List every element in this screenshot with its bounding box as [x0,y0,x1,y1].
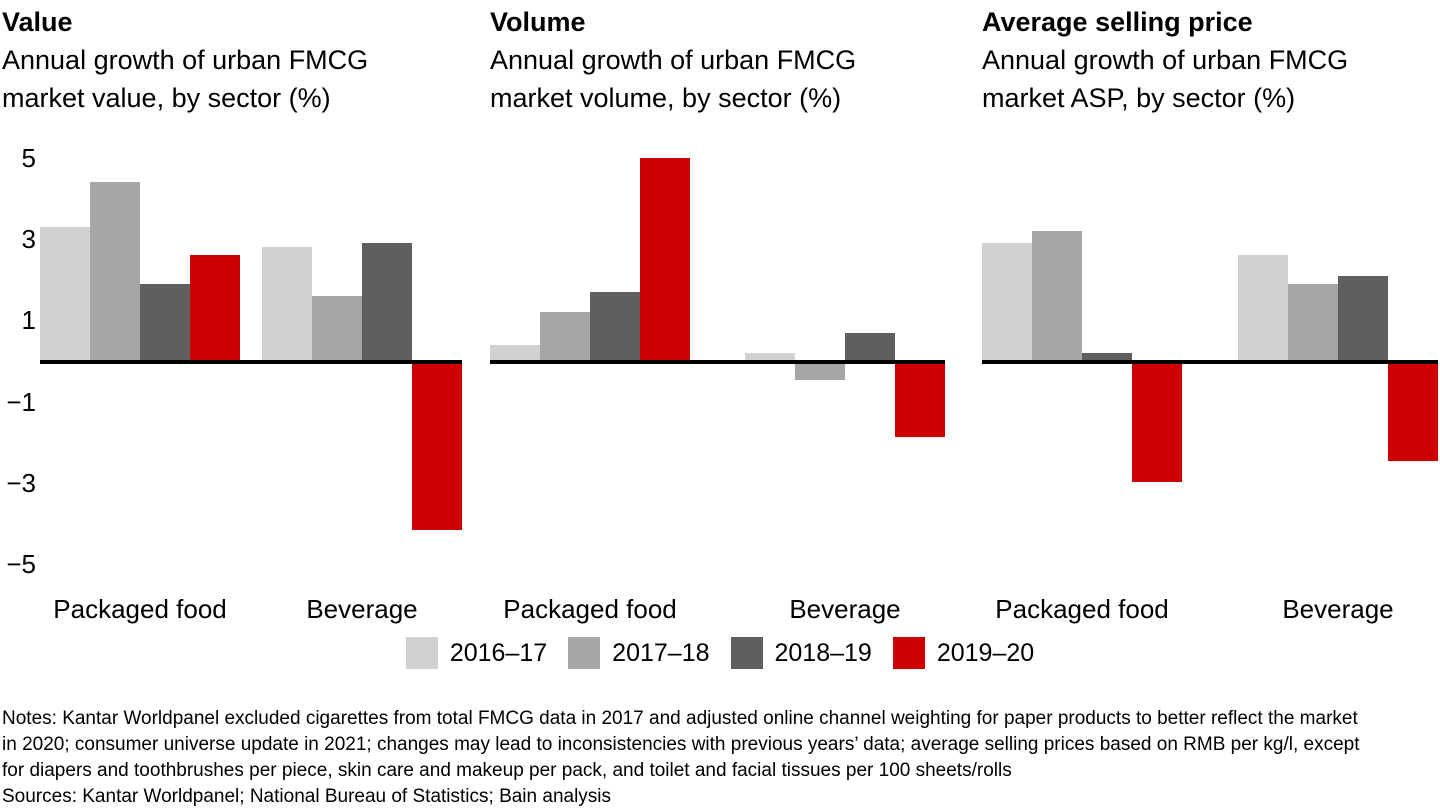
legend-item: 2017–18 [568,637,710,669]
bar-volume-packaged-food-2019-20 [640,158,690,361]
notes: Notes: Kantar Worldpanel excluded cigare… [2,706,1440,810]
panel-header-asp: Average selling price Annual growth of u… [982,3,1427,117]
panel-title: Value [2,7,73,37]
bar-value-beverage-2017-18 [312,296,362,361]
panel-subtitle-line: market ASP, by sector (%) [982,83,1296,113]
y-tick-label: −3 [6,468,36,498]
bar-asp-packaged-food-2016-17 [982,243,1032,361]
bar-asp-beverage-2019-20 [1388,364,1438,461]
bar-volume-beverage-2019-20 [895,364,945,437]
category-label: Beverage [789,594,901,624]
panel-header-volume: Volume Annual growth of urban FMCG marke… [490,3,935,117]
bar-asp-beverage-2016-17 [1238,255,1288,361]
legend-label: 2016–17 [449,639,548,667]
x-axis-line [490,360,945,364]
legend-label: 2019–20 [936,639,1035,667]
panel-title: Volume [490,7,586,37]
notes-line: for diapers and toothbrushes per piece, … [2,760,1012,781]
legend-swatch-2018-19 [730,637,763,669]
bar-volume-packaged-food-2017-18 [540,312,590,361]
bar-asp-packaged-food-2017-18 [1032,231,1082,361]
legend-swatch-2016-17 [405,637,438,669]
bar-value-beverage-2019-20 [412,364,462,530]
bar-volume-beverage-2017-18 [795,364,845,380]
legend-item: 2018–19 [730,637,872,669]
legend-label: 2018–19 [774,639,872,667]
bar-value-packaged-food-2018-19 [140,284,190,361]
sources-line: Sources: Kantar Worldpanel; National Bur… [2,786,612,807]
panel-subtitle-line: Annual growth of urban FMCG [490,45,857,75]
bar-value-packaged-food-2016-17 [40,227,90,361]
y-tick-label: −1 [6,387,36,417]
legend-swatch-2019-20 [892,637,925,669]
bar-volume-beverage-2018-19 [845,333,895,361]
bar-value-packaged-food-2019-20 [190,255,240,361]
bar-value-beverage-2016-17 [262,247,312,361]
panel-subtitle-line: market volume, by sector (%) [490,83,842,113]
y-tick-label: 5 [21,143,36,173]
category-label: Packaged food [53,594,227,624]
bar-asp-beverage-2017-18 [1288,284,1338,361]
legend-label: 2017–18 [612,639,710,667]
bar-value-beverage-2018-19 [362,243,412,361]
panel-subtitle-line: market value, by sector (%) [2,83,331,113]
panel-subtitle-line: Annual growth of urban FMCG [982,45,1349,75]
category-label: Beverage [306,594,418,624]
bar-value-packaged-food-2017-18 [90,182,140,361]
legend-item: 2016–17 [405,637,548,669]
bar-asp-beverage-2018-19 [1338,276,1388,361]
y-tick-label: 1 [21,305,36,335]
panel-title: Average selling price [982,7,1253,37]
y-tick-label: 3 [21,224,36,254]
legend-item: 2019–20 [892,637,1035,669]
y-tick-label: −5 [6,549,36,579]
notes-line: in 2020; consumer universe update in 202… [2,734,1360,755]
legend-swatch-2017-18 [568,637,601,669]
x-axis-line [40,360,462,364]
bar-volume-beverage-2016-17 [745,353,795,361]
x-axis-line [982,360,1438,364]
bar-asp-packaged-food-2019-20 [1132,364,1182,482]
notes-line: Notes: Kantar Worldpanel excluded cigare… [2,708,1358,729]
panel-header-value: Value Annual growth of urban FMCG market… [2,3,447,117]
bar-asp-packaged-food-2018-19 [1082,353,1132,361]
bar-volume-packaged-food-2016-17 [490,345,540,361]
panel-subtitle-line: Annual growth of urban FMCG [2,45,369,75]
legend: 2016–17 2017–18 2018–19 2019–20 [0,637,1440,669]
category-label: Packaged food [995,594,1169,624]
bar-volume-packaged-food-2018-19 [590,292,640,361]
category-label: Packaged food [503,594,677,624]
category-label: Beverage [1282,594,1394,624]
